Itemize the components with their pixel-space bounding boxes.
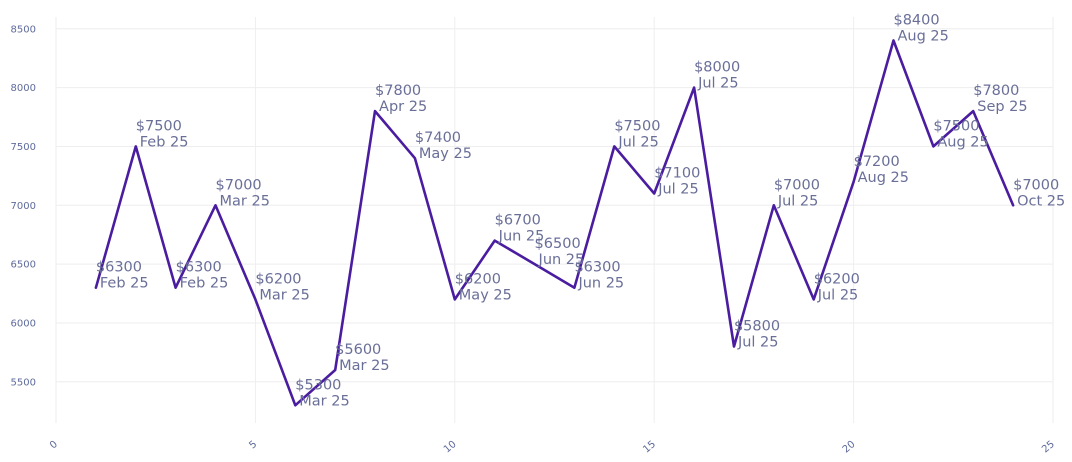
data-label-date: Jun 25 (538, 252, 585, 268)
data-label-value: $7000 (216, 177, 262, 193)
data-label-value: $7800 (375, 83, 421, 99)
data-label-date: Jul 25 (817, 287, 859, 303)
grid (55, 17, 1054, 423)
data-label-date: Mar 25 (220, 193, 270, 209)
data-label-value: $6500 (535, 236, 581, 252)
data-label-value: $5300 (295, 377, 341, 393)
data-label-date: Aug 25 (937, 134, 988, 150)
data-label-date: Jun 25 (498, 229, 545, 245)
data-label-date: Mar 25 (339, 358, 389, 374)
data-label-value: $8000 (694, 60, 740, 76)
data-label-value: $7100 (654, 166, 700, 182)
x-tick-label: 10 (442, 439, 459, 456)
x-tick-label: 15 (641, 439, 658, 456)
data-label-date: Jul 25 (657, 182, 699, 198)
data-label-date: Jul 25 (697, 76, 739, 92)
data-label-value: $7800 (973, 83, 1019, 99)
data-label-value: $7000 (1013, 177, 1059, 193)
x-tick-label: 5 (247, 439, 259, 452)
data-label-date: Jul 25 (777, 193, 819, 209)
x-tick-label: 25 (1040, 439, 1057, 456)
data-label-value: $6700 (495, 213, 541, 229)
data-label-value: $6200 (814, 271, 860, 287)
data-label-date: Mar 25 (259, 287, 309, 303)
data-label-date: Jun 25 (577, 276, 624, 292)
data-label-date: Feb 25 (180, 276, 229, 292)
data-label-date: Apr 25 (379, 99, 427, 115)
data-label-value: $5600 (335, 342, 381, 358)
data-label-date: May 25 (459, 287, 512, 303)
y-tick-label: 6000 (11, 318, 36, 329)
y-tick-label: 7000 (11, 201, 36, 212)
data-label-value: $7400 (415, 130, 461, 146)
data-label-value: $5800 (734, 319, 780, 335)
data-label-date: Oct 25 (1017, 193, 1065, 209)
series-line (94, 39, 1015, 407)
data-label-value: $6200 (255, 271, 301, 287)
data-label-value: $7000 (774, 177, 820, 193)
x-tick-label: 20 (841, 439, 858, 456)
y-tick-label: 8000 (11, 83, 36, 94)
x-axis: 0 5 10 15 20 25 (48, 439, 1057, 456)
data-label-date: May 25 (419, 146, 472, 162)
data-label-date: Jul 25 (617, 134, 659, 150)
data-label-date: Jul 25 (737, 335, 779, 351)
data-label-date: Aug 25 (858, 170, 909, 186)
y-tick-label: 7500 (11, 142, 36, 153)
data-label-value: $7200 (854, 154, 900, 170)
data-label-value: $7500 (614, 118, 660, 134)
y-axis: 5500 6000 6500 7000 7500 8000 8500 (11, 24, 36, 388)
y-tick-label: 6500 (11, 260, 36, 271)
data-label-value: $6300 (96, 260, 142, 276)
y-tick-label: 5500 (11, 377, 36, 388)
data-label-date: Feb 25 (140, 134, 189, 150)
data-label-date: Aug 25 (897, 29, 948, 45)
data-label-value: $8400 (893, 13, 939, 29)
data-label-value: $6300 (176, 260, 222, 276)
data-label-value: $6300 (574, 260, 620, 276)
data-label-value: $7500 (136, 118, 182, 134)
data-label-date: Feb 25 (100, 276, 149, 292)
data-label-value: $6200 (455, 271, 501, 287)
data-label-date: Mar 25 (299, 393, 349, 409)
data-label-value: $7500 (933, 118, 979, 134)
x-tick-label: 0 (48, 439, 60, 452)
data-label-date: Sep 25 (977, 99, 1027, 115)
y-tick-label: 8500 (11, 24, 36, 35)
